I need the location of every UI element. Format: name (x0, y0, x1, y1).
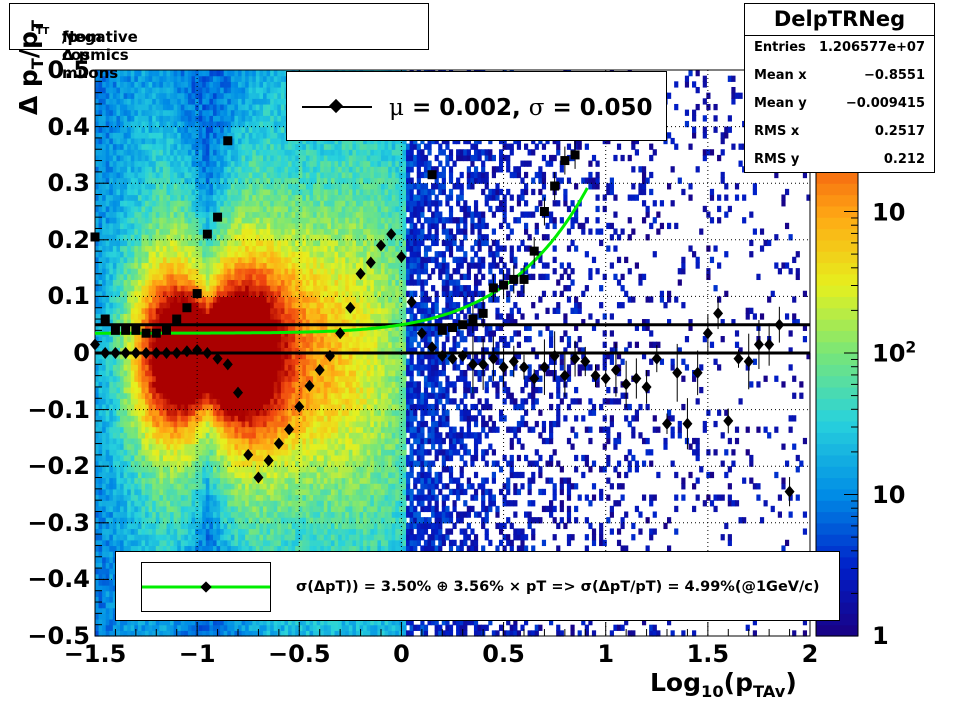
x-tick-label: 2 (801, 640, 819, 668)
y-tick-label: 0.5 (47, 56, 90, 84)
mean-point (243, 448, 254, 461)
legend-resolution-text: σ(ΔpT)) = 3.50% ⊕ 3.56% × pT => σ(ΔpT/pT… (296, 579, 820, 595)
mean-point (345, 301, 356, 314)
legend-line-sample-box (141, 562, 271, 612)
mean-point (273, 437, 284, 450)
x-tick-label: 1 (597, 640, 615, 668)
sigma-point (223, 136, 233, 146)
mean-point (212, 352, 223, 365)
stats-row-rms-y: RMS y 0.212 (754, 152, 925, 167)
mean-point (376, 239, 386, 252)
sigma-point (121, 325, 131, 335)
mean-point (447, 352, 458, 365)
stats-row-entries: Entries 1.206577e+07 (754, 40, 925, 55)
sigma-point (448, 323, 457, 333)
mean-point (202, 347, 213, 359)
mean-point (335, 327, 346, 340)
y-tick-label: 0.3 (47, 169, 90, 198)
sigma-point (437, 325, 447, 335)
mean-point (171, 347, 182, 359)
mean-point (294, 400, 305, 413)
x-tick-label: −1.5 (63, 640, 127, 668)
mean-point (386, 228, 397, 241)
sigma-point (172, 314, 182, 324)
legend-marker-sample (302, 98, 372, 114)
z-tick-label: 102 (872, 338, 917, 368)
mean-point (151, 347, 162, 359)
y-tick-label: −0.3 (27, 508, 90, 537)
y-tick-label: −0.1 (27, 395, 90, 424)
sigma-point (162, 325, 171, 335)
title-box: Negative Δ p T/p T from cosmics muons (9, 3, 429, 82)
sigma-point (141, 328, 151, 338)
mean-point (324, 349, 335, 362)
y-tick-label: 0.2 (47, 225, 90, 254)
mean-point (263, 454, 274, 467)
sigma-point (202, 229, 212, 239)
stats-box: DelpTRNeg Entries 1.206577e+07 Mean x −0.8… (744, 3, 935, 173)
legend-fit-text: μ = 0.002, σ = 0.050 (389, 95, 653, 121)
z-tick-label: 1 (872, 622, 889, 650)
mean-point (355, 267, 366, 280)
stats-name: DelpTRNeg (745, 4, 934, 36)
mean-point (396, 250, 407, 263)
sigma-point (90, 232, 100, 242)
legend-resolution: σ(ΔpT)) = 3.50% ⊕ 3.56% × pT => σ(ΔpT/pT… (115, 551, 840, 621)
sigma-point (213, 212, 223, 222)
mean-point (365, 256, 376, 269)
mean-point (181, 345, 192, 358)
mean-point (222, 358, 233, 371)
mean-point (284, 423, 295, 436)
sigma-point (192, 289, 202, 299)
z-tick-label: 10 (872, 480, 906, 509)
mean-points (90, 228, 795, 507)
plot-title: Negative Δ p T/p T from cosmics muons (36, 26, 138, 82)
x-tick-label: 0 (393, 640, 410, 668)
mean-point (314, 363, 325, 376)
y-tick-label: 0.4 (47, 112, 90, 141)
mean-point (161, 347, 172, 359)
sigma-point (427, 170, 437, 180)
sigma-point (110, 325, 120, 335)
x-tick-label: 0.5 (482, 640, 525, 668)
mean-point (130, 347, 141, 359)
sigma-point (131, 325, 141, 335)
y-tick-label: −0.5 (27, 622, 90, 650)
stats-row-rms-x: RMS x 0.2517 (754, 124, 925, 139)
y-tick-label: −0.2 (27, 452, 90, 481)
sigma-point (100, 314, 110, 324)
mean-point (141, 347, 152, 359)
x-tick-label: −0.5 (267, 640, 331, 668)
mean-point (120, 347, 131, 359)
y-axis-label: Δ pT/pT (14, 20, 47, 116)
sigma-points (90, 136, 580, 338)
y-tick-label: 0.1 (47, 282, 90, 311)
y-tick-label: −0.4 (27, 565, 90, 594)
x-tick-label: 1.5 (686, 640, 730, 668)
mean-point (233, 386, 243, 399)
mean-point (304, 379, 315, 392)
mean-point (416, 327, 427, 340)
mean-point (457, 349, 468, 362)
mean-point (437, 349, 448, 362)
x-axis-label: Log10(pTAv) (650, 668, 797, 701)
y-tick-label: 0 (73, 339, 90, 367)
x-tick-label: −1 (178, 640, 216, 668)
legend-line-sample (142, 581, 270, 593)
z-tick-label: 10 (872, 198, 906, 226)
stats-row-mean-y: Mean y −0.009415 (754, 96, 925, 111)
stats-row-mean-x: Mean x −0.8551 (754, 68, 925, 83)
sigma-point (151, 328, 161, 338)
sigma-point (458, 320, 468, 330)
legend-fit-params: μ = 0.002, σ = 0.050 (286, 71, 667, 141)
sigma-point (182, 303, 192, 313)
mean-point (110, 347, 121, 359)
mean-point (406, 296, 417, 309)
mean-point (253, 471, 264, 484)
mean-point (192, 344, 203, 357)
mean-point (427, 341, 438, 354)
